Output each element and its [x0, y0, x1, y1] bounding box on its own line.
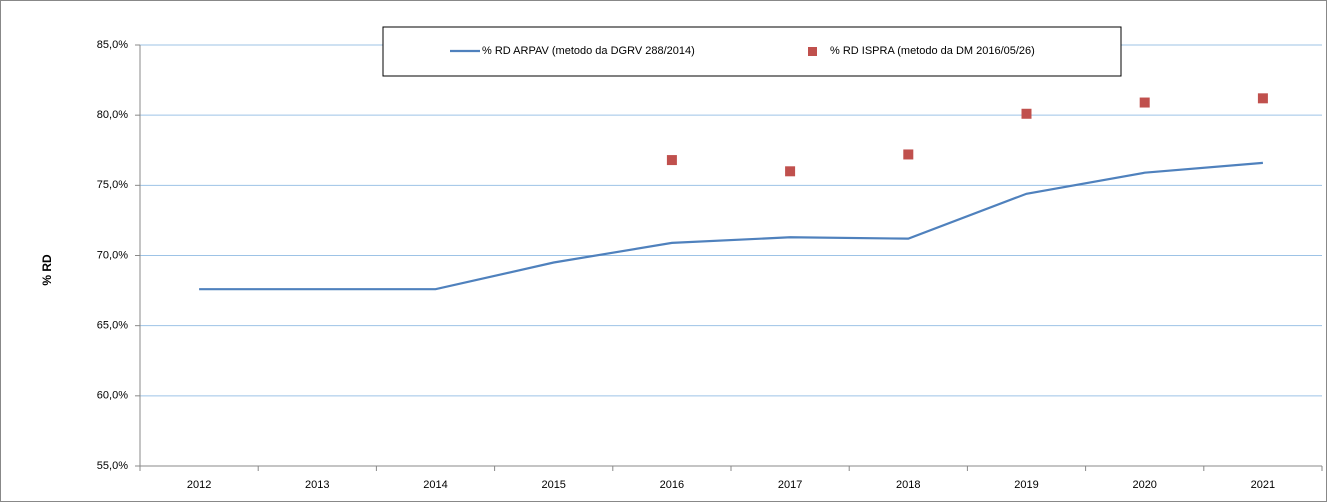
series-marker — [1139, 97, 1150, 108]
x-tick-label: 2017 — [778, 479, 802, 491]
y-tick-label: 55,0% — [97, 460, 128, 472]
legend-label: % RD ARPAV (metodo da DGRV 288/2014) — [482, 45, 695, 57]
legend-swatch — [808, 47, 817, 56]
y-axis-label: % RD — [40, 254, 54, 286]
x-tick-label: 2015 — [541, 479, 565, 491]
series-line — [199, 161, 1263, 291]
y-tick-label: 65,0% — [97, 320, 128, 332]
x-tick-label: 2016 — [660, 479, 684, 491]
series-marker — [666, 155, 677, 166]
legend-label: % RD ISPRA (metodo da DM 2016/05/26) — [830, 45, 1035, 57]
series-marker — [1257, 93, 1268, 104]
y-tick-label: 70,0% — [97, 249, 128, 261]
x-tick-label: 2020 — [1132, 479, 1156, 491]
legend-box — [382, 26, 1122, 77]
x-tick-label: 2013 — [305, 479, 329, 491]
series-marker — [785, 166, 796, 177]
series-marker — [1021, 108, 1032, 119]
series-marker — [903, 149, 914, 160]
x-tick-label: 2019 — [1014, 479, 1038, 491]
y-tick-label: 85,0% — [97, 39, 128, 51]
x-tick-label: 2021 — [1251, 479, 1275, 491]
y-tick-label: 75,0% — [97, 179, 128, 191]
x-tick-label: 2018 — [896, 479, 920, 491]
x-tick-label: 2014 — [423, 479, 447, 491]
y-tick-label: 80,0% — [97, 109, 128, 121]
x-tick-label: 2012 — [187, 479, 211, 491]
y-tick-label: 60,0% — [97, 390, 128, 402]
